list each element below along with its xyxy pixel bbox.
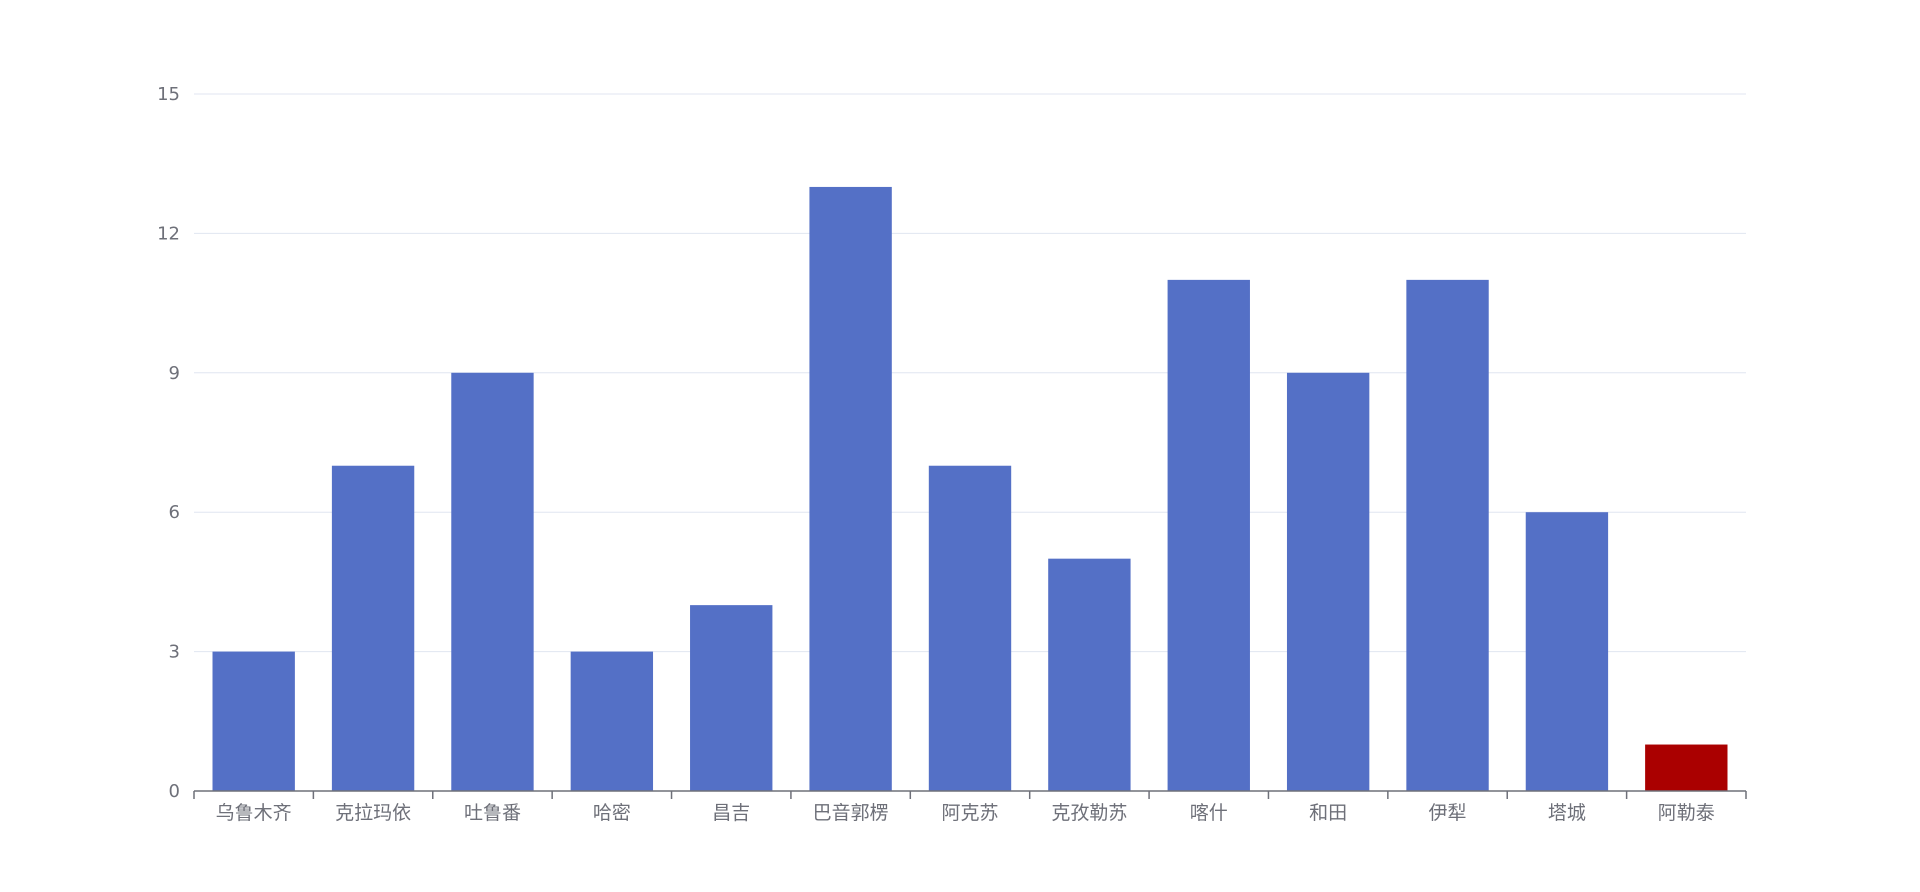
x-tick-label: 昌吉 bbox=[712, 802, 750, 824]
x-tick-label: 吐鲁番 bbox=[464, 802, 521, 824]
y-axis-ticks: 0 3 6 9 12 15 bbox=[157, 84, 180, 802]
x-tick-label: 乌鲁木齐 bbox=[216, 802, 292, 824]
x-tick-label: 阿勒泰 bbox=[1658, 802, 1715, 824]
x-tick-label: 巴音郭楞 bbox=[813, 802, 889, 824]
x-axis: 乌鲁木齐 克拉玛依 吐鲁番 哈密 昌吉 巴音郭楞 阿克苏 克孜勒苏 喀什 和田 伊犁 塔城 阿勒泰 bbox=[193, 790, 1747, 824]
x-tick-label: 喀什 bbox=[1190, 802, 1228, 824]
bar[interactable] bbox=[1525, 512, 1609, 791]
bar[interactable] bbox=[331, 465, 415, 791]
bar[interactable] bbox=[212, 651, 295, 791]
bar[interactable] bbox=[690, 605, 773, 791]
bars bbox=[212, 186, 1728, 791]
bar[interactable] bbox=[451, 372, 534, 791]
x-tick-label: 克拉玛依 bbox=[335, 802, 411, 824]
y-tick-label: 12 bbox=[157, 223, 180, 244]
x-tick-label: 伊犁 bbox=[1429, 802, 1467, 824]
bar[interactable] bbox=[1167, 279, 1250, 791]
y-tick-label: 15 bbox=[157, 84, 180, 105]
y-tick-label: 3 bbox=[169, 642, 180, 663]
y-tick-label: 0 bbox=[169, 781, 180, 802]
y-tick-label: 9 bbox=[169, 363, 180, 384]
bar[interactable] bbox=[809, 186, 892, 791]
y-tick-label: 6 bbox=[169, 502, 180, 523]
x-tick-label: 哈密 bbox=[593, 802, 631, 824]
bar[interactable] bbox=[1645, 744, 1728, 791]
x-tick-label: 和田 bbox=[1309, 802, 1347, 824]
bar[interactable] bbox=[570, 651, 654, 791]
x-tick-label: 克孜勒苏 bbox=[1051, 802, 1127, 824]
bar[interactable] bbox=[1286, 372, 1370, 791]
bar[interactable] bbox=[1406, 279, 1489, 791]
bar[interactable] bbox=[928, 465, 1012, 791]
x-tick-label: 塔城 bbox=[1548, 802, 1586, 824]
x-tick-label: 阿克苏 bbox=[941, 802, 998, 824]
bar[interactable] bbox=[1048, 558, 1131, 791]
